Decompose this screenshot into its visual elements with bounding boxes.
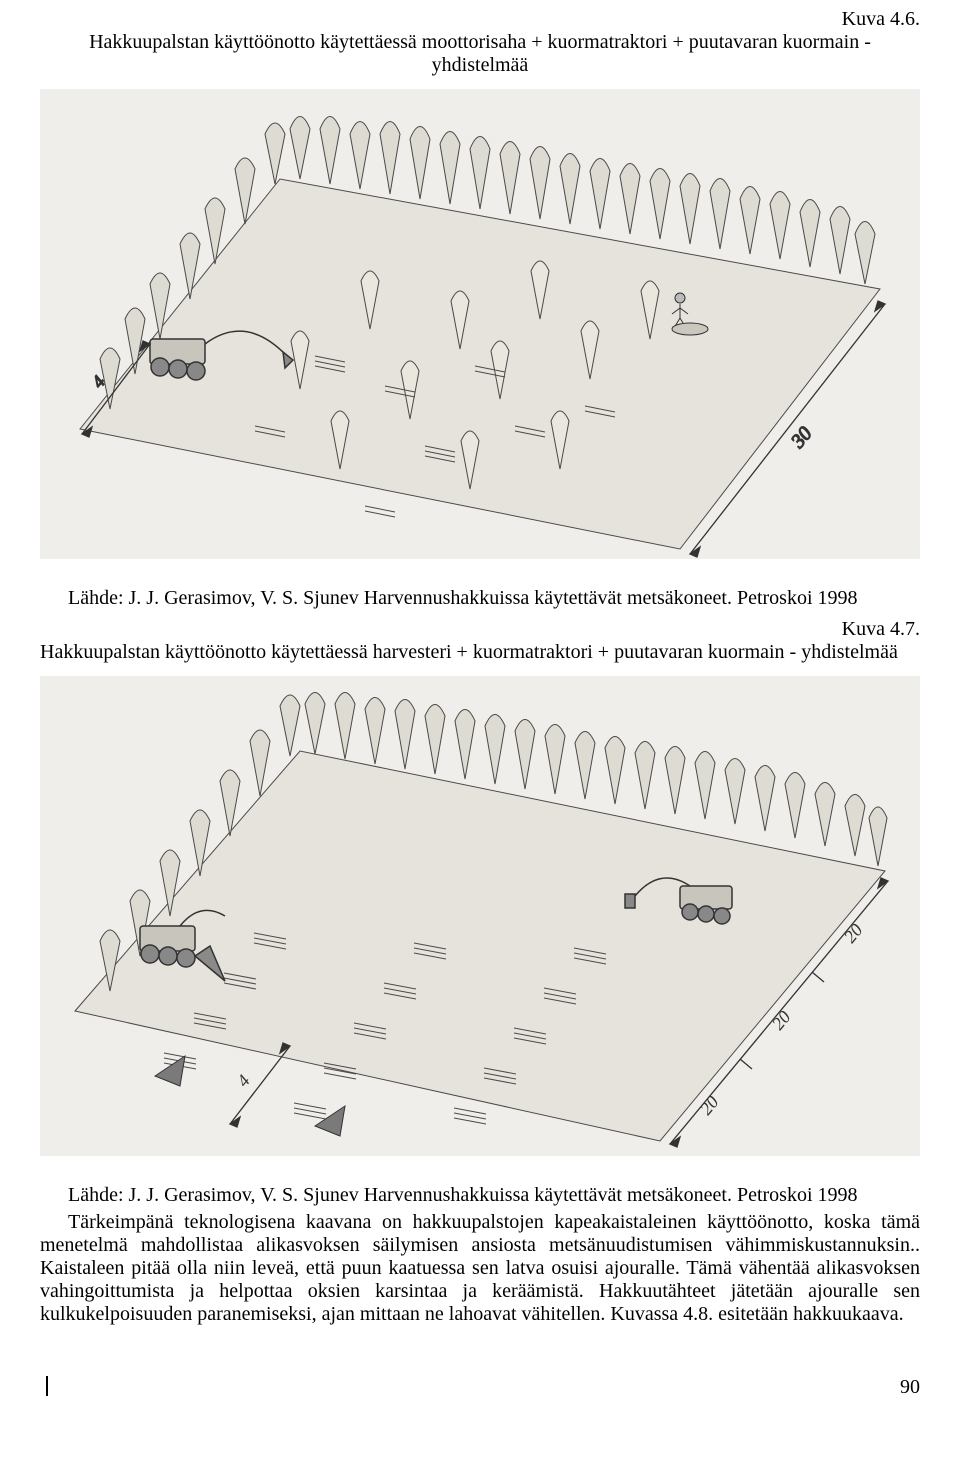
figure-caption-2: Hakkuupalstan käyttöönotto käytettäessä … — [40, 641, 920, 664]
edit-marker-icon — [46, 1376, 48, 1396]
page-number: 90 — [40, 1376, 920, 1399]
figure-caption-1: Hakkuupalstan käyttöönotto käytettäessä … — [60, 31, 900, 77]
figure-2-attribution: Lähde: J. J. Gerasimov, V. S. Sjunev Har… — [40, 1184, 920, 1207]
body-paragraph: Tärkeimpänä teknologisena kaavana on hak… — [40, 1211, 920, 1326]
figure-2-diagram: 20 20 20 4 — [40, 676, 920, 1156]
figure-number-2: Kuva 4.7. — [40, 618, 920, 641]
figure-1-diagram: 30 4 — [40, 89, 920, 559]
figure-number-1: Kuva 4.6. — [40, 8, 920, 31]
figure-1-attribution: Lähde: J. J. Gerasimov, V. S. Sjunev Har… — [40, 587, 920, 610]
